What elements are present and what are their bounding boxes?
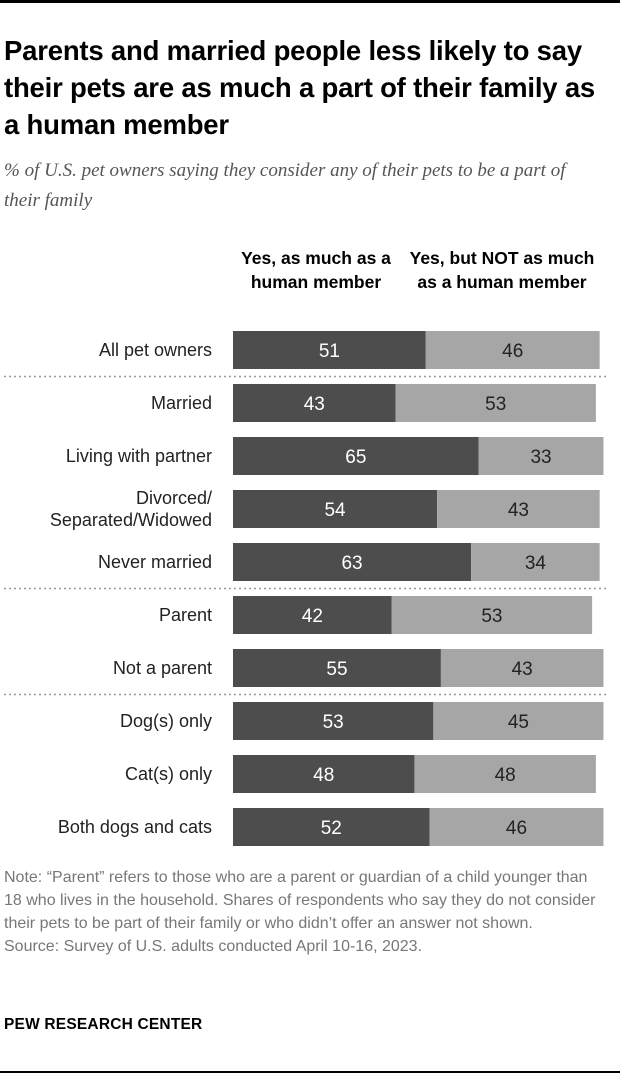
category-label-cat-s-only: Cat(s) only (125, 764, 212, 784)
bar-parent-series-1 (233, 596, 392, 634)
category-label-not-a-parent: Not a parent (113, 658, 212, 678)
category-label-living-with-partner: Living with partner (66, 446, 212, 466)
data-label-both-dogs-and-cats-series-1: 52 (321, 818, 342, 839)
bottom-rule (0, 1071, 620, 1073)
series-header-yes-not-as-much: Yes, but NOT as much as a human member (409, 248, 595, 292)
bar-both-dogs-and-cats-series-1 (233, 808, 430, 846)
bar-living-with-partner-series-2 (478, 437, 604, 475)
category-label-parent: Parent (159, 605, 212, 625)
bar-dog-s-only-series-1 (233, 702, 434, 740)
bar-both-dogs-and-cats-series-2 (429, 808, 604, 846)
data-label-not-a-parent-series-2: 43 (512, 659, 533, 680)
chart-source: Source: Survey of U.S. adults conducted … (4, 938, 423, 955)
chart-subtitle: % of U.S. pet owners saying they conside… (4, 160, 566, 211)
data-label-married-series-1: 43 (304, 394, 325, 415)
category-label-divorced-separated-widowed: Divorced/Separated/Widowed (50, 488, 212, 530)
data-label-not-a-parent-series-1: 55 (326, 659, 347, 680)
top-rule (0, 0, 620, 3)
bar-parent-series-2 (391, 596, 593, 634)
data-label-parent-series-1: 42 (302, 606, 323, 627)
chart-title: Parents and married people less likely t… (4, 35, 596, 140)
bar-divorced-separated-widowed-series-2 (437, 490, 600, 528)
chart-note: Note: “Parent” refers to those who are a… (4, 869, 596, 932)
data-label-living-with-partner-series-2: 33 (530, 447, 551, 468)
bar-all-pet-owners-series-2 (425, 331, 600, 369)
data-label-all-pet-owners-series-1: 51 (319, 341, 340, 362)
data-label-living-with-partner-series-1: 65 (345, 447, 366, 468)
data-label-cat-s-only-series-2: 48 (495, 765, 516, 786)
category-label-dog-s-only: Dog(s) only (120, 711, 212, 731)
category-label-married: Married (151, 393, 212, 413)
bar-never-married-series-1 (233, 543, 472, 581)
bar-divorced-separated-widowed-series-1 (233, 490, 438, 528)
bar-married-series-1 (233, 384, 396, 422)
bar-cat-s-only-series-2 (414, 755, 596, 793)
bar-dog-s-only-series-2 (433, 702, 604, 740)
data-label-all-pet-owners-series-2: 46 (502, 341, 523, 362)
data-label-never-married-series-2: 34 (525, 553, 547, 574)
bar-all-pet-owners-series-1 (233, 331, 426, 369)
data-label-divorced-separated-widowed-series-1: 54 (324, 500, 346, 521)
data-label-married-series-2: 53 (485, 394, 506, 415)
bar-married-series-2 (395, 384, 596, 422)
data-label-dog-s-only-series-1: 53 (323, 712, 344, 733)
data-label-cat-s-only-series-1: 48 (313, 765, 334, 786)
pew-research-center-logo-text: PEW RESEARCH CENTER (4, 1016, 203, 1033)
category-label-both-dogs-and-cats: Both dogs and cats (58, 817, 212, 837)
series-header-yes-as-much: Yes, as much as a human member (241, 248, 391, 292)
bar-living-with-partner-series-1 (233, 437, 479, 475)
data-label-divorced-separated-widowed-series-2: 43 (508, 500, 529, 521)
category-label-all-pet-owners: All pet owners (99, 340, 212, 360)
category-label-never-married: Never married (98, 552, 212, 572)
bar-not-a-parent-series-2 (440, 649, 604, 687)
bar-not-a-parent-series-1 (233, 649, 441, 687)
bar-never-married-series-2 (471, 543, 600, 581)
bar-cat-s-only-series-1 (233, 755, 415, 793)
stacked-bar-chart: All pet owners 51 46 Married 43 53 Living with… (4, 331, 606, 846)
note-block: Note: “Parent” refers to those who are a… (4, 866, 604, 958)
data-label-both-dogs-and-cats-series-2: 46 (506, 818, 527, 839)
data-label-never-married-series-1: 63 (341, 553, 362, 574)
data-label-parent-series-2: 53 (481, 606, 502, 627)
data-label-dog-s-only-series-2: 45 (508, 712, 529, 733)
